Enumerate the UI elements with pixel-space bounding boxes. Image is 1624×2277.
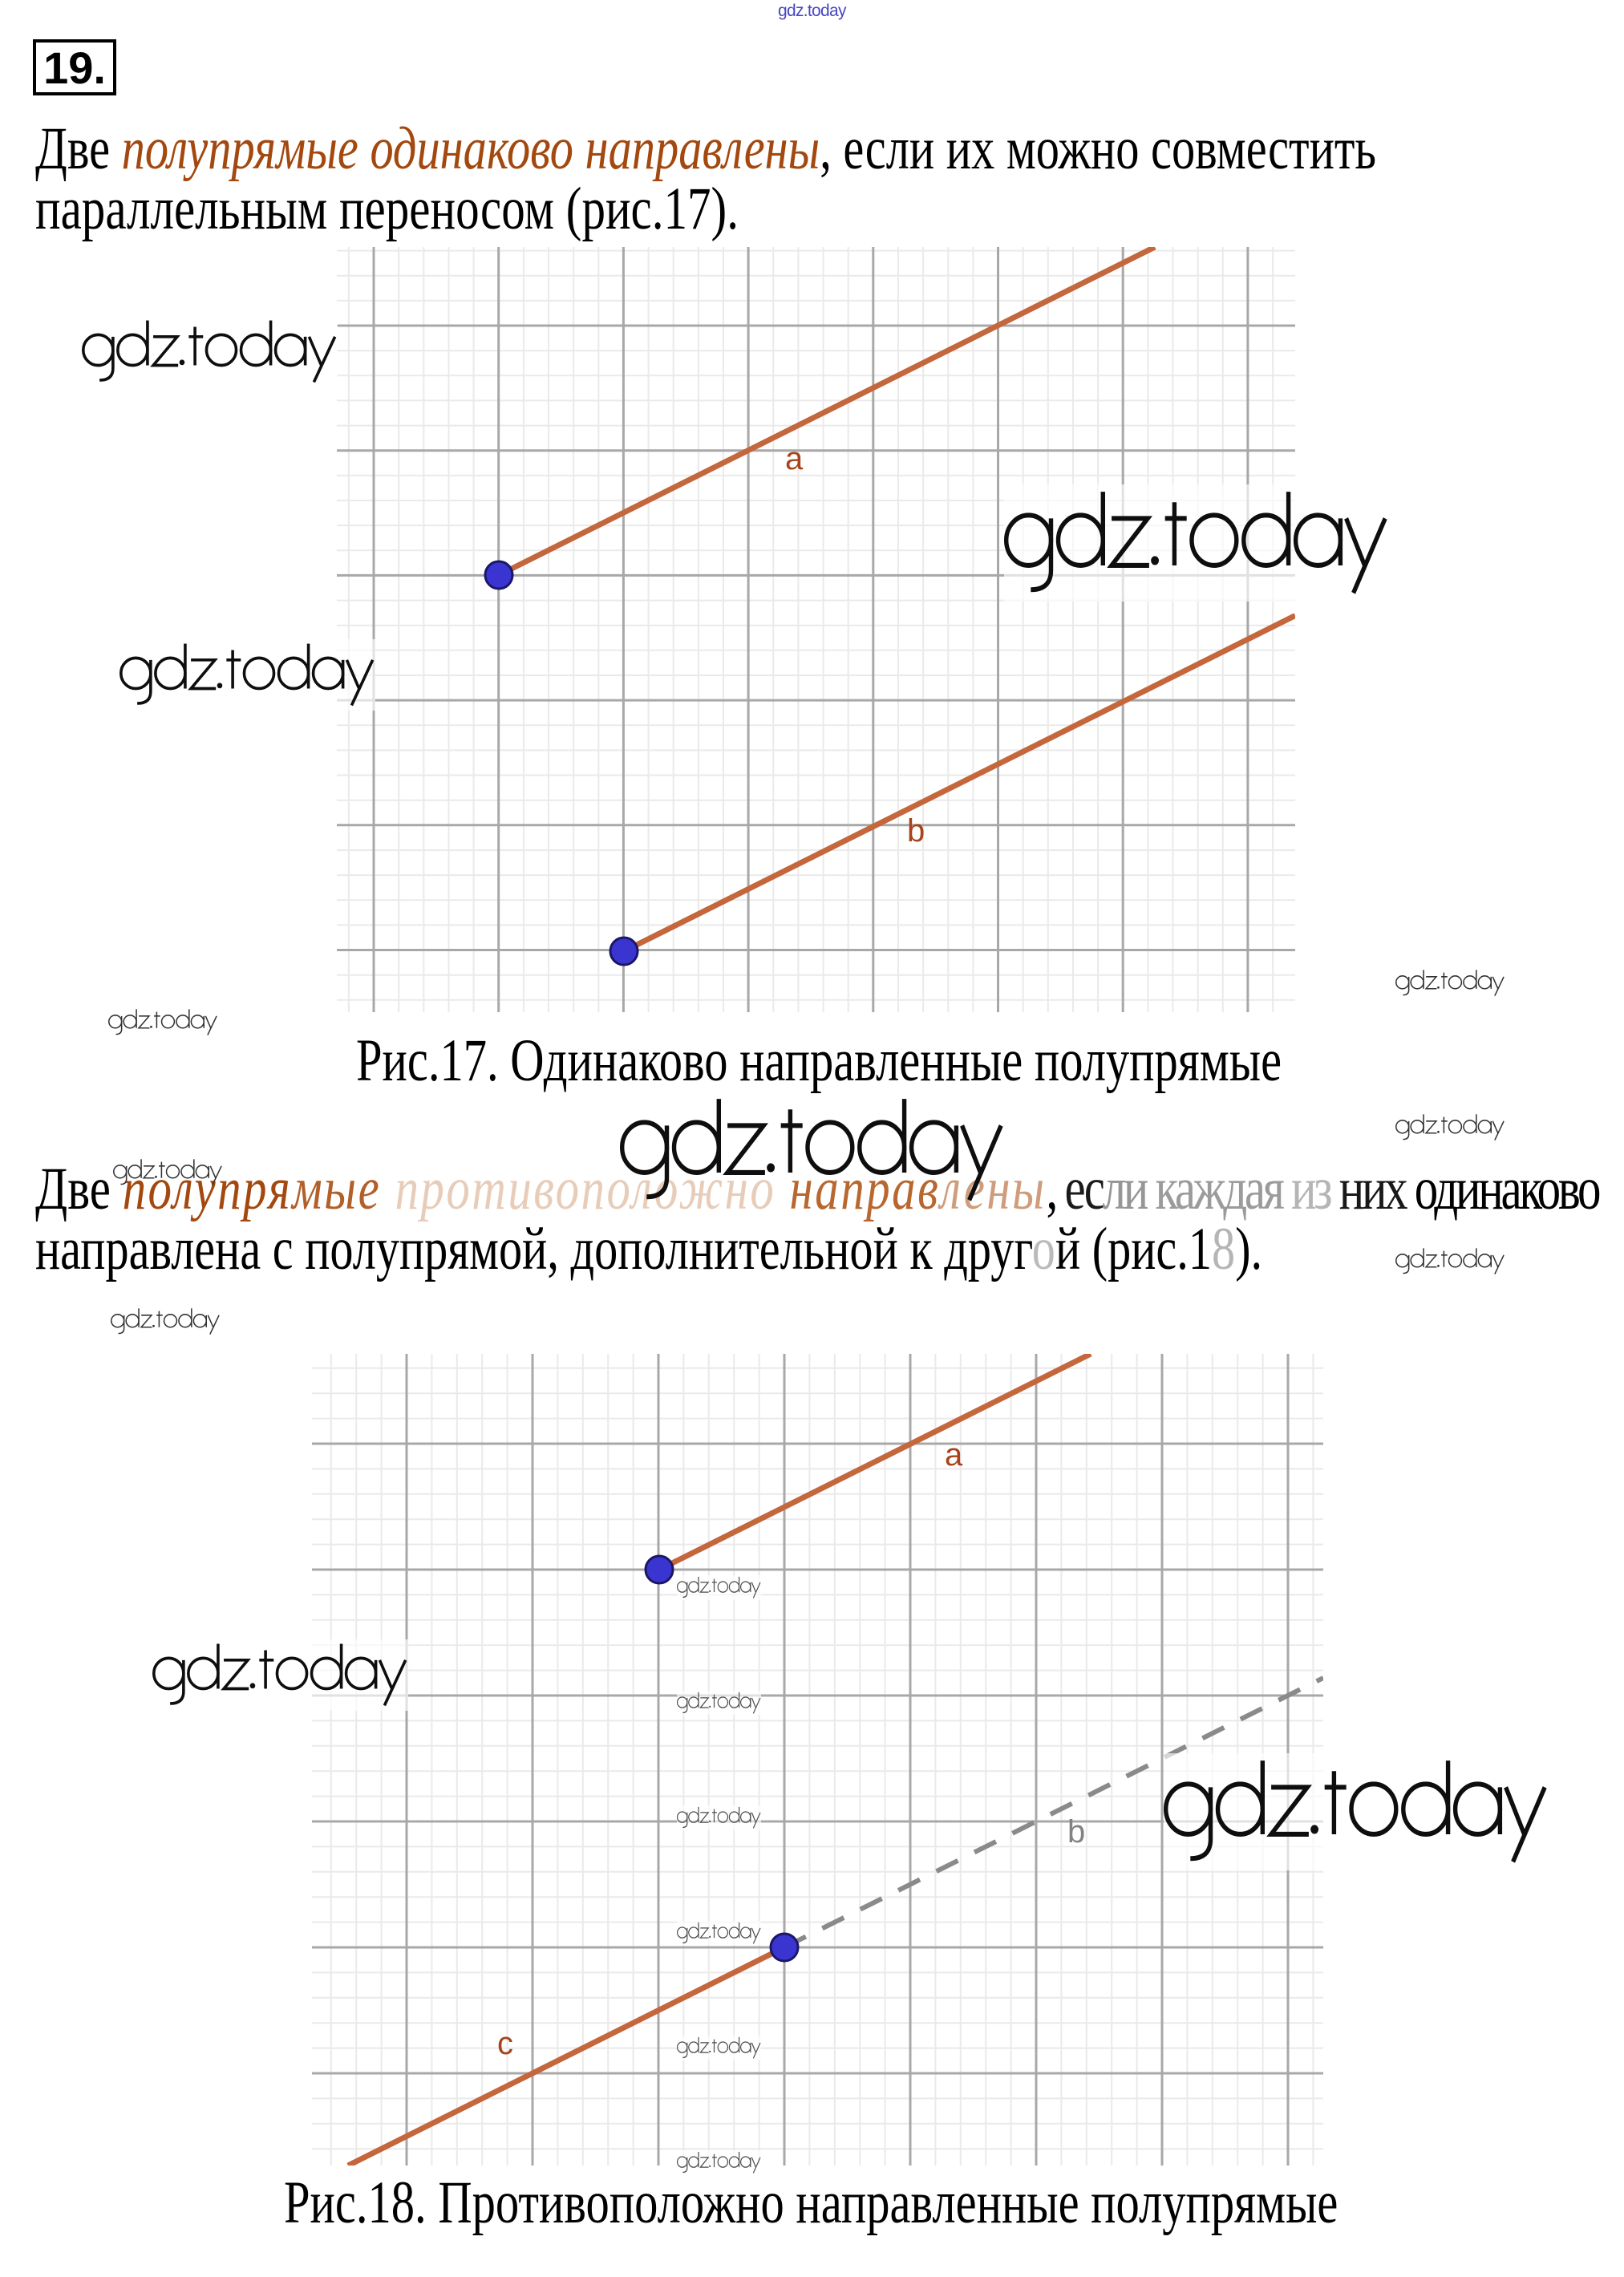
svg-text:b: b <box>1067 1814 1085 1850</box>
svg-text:a: a <box>785 441 804 476</box>
svg-text:c: c <box>497 2026 513 2061</box>
svg-text:b: b <box>907 813 925 849</box>
svg-text:a: a <box>945 1437 963 1473</box>
